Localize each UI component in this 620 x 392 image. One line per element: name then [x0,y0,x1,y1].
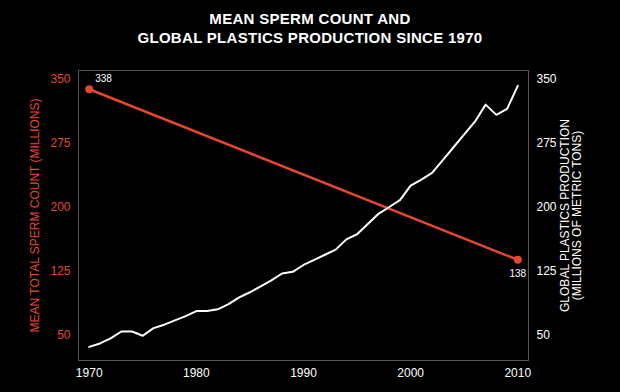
svg-text:275: 275 [50,136,70,150]
svg-text:GLOBAL PLASTICS PRODUCTION(MIL: GLOBAL PLASTICS PRODUCTION(MILLIONS OF M… [558,119,584,312]
svg-text:138: 138 [509,268,526,279]
svg-text:2000: 2000 [397,366,424,380]
svg-text:1970: 1970 [76,366,103,380]
svg-text:275: 275 [537,136,557,150]
svg-text:1990: 1990 [290,366,317,380]
svg-text:2010: 2010 [504,366,531,380]
svg-text:1980: 1980 [183,366,210,380]
html-text:MEAN SPERM COUNT AND GLOBAL PL: MEAN SPERM COUNT AND GLOBAL PLASTICS PRO… [137,10,483,46]
svg-text:50: 50 [537,328,551,342]
svg-text:200: 200 [50,200,70,214]
svg-text:50: 50 [57,328,71,342]
svg-text:350: 350 [50,72,70,86]
svg-text:338: 338 [95,73,112,84]
svg-text:MEAN TOTAL SPERM COUNT (MILLIO: MEAN TOTAL SPERM COUNT (MILLIONS) [28,98,42,332]
svg-text:200: 200 [537,200,557,214]
svg-text:350: 350 [537,72,557,86]
svg-text:125: 125 [537,264,557,278]
svg-text:125: 125 [50,264,70,278]
